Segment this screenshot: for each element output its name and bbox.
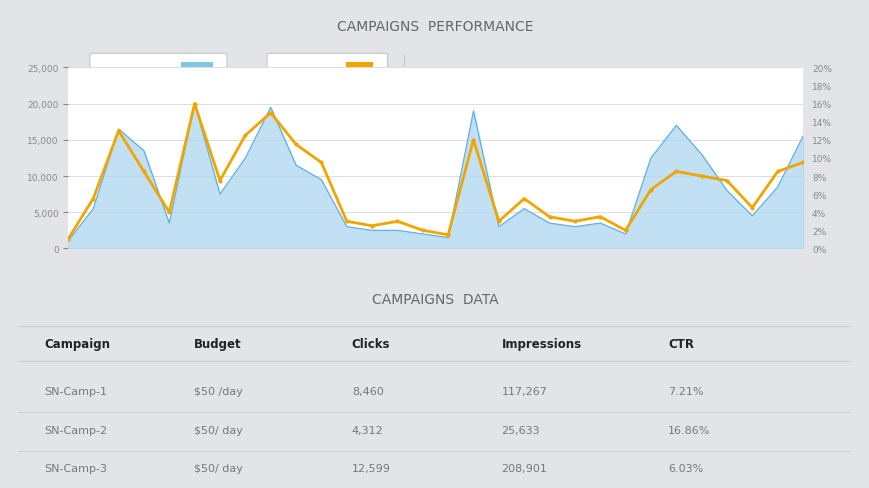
Text: $50/ day: $50/ day bbox=[194, 426, 242, 435]
FancyBboxPatch shape bbox=[90, 54, 227, 101]
Text: 6.03%: 6.03% bbox=[667, 463, 702, 472]
Text: $50/ day: $50/ day bbox=[194, 463, 242, 472]
Text: Impr.: Impr. bbox=[115, 71, 150, 84]
Text: 16.86%: 16.86% bbox=[667, 426, 709, 435]
Text: CTR: CTR bbox=[667, 338, 693, 351]
Text: Campaign: Campaign bbox=[44, 338, 110, 351]
Text: Budget: Budget bbox=[194, 338, 242, 351]
FancyBboxPatch shape bbox=[267, 54, 388, 101]
Text: 4,312: 4,312 bbox=[351, 426, 383, 435]
Text: 12,599: 12,599 bbox=[351, 463, 390, 472]
Text: Daily: Daily bbox=[421, 71, 455, 84]
Text: $50 /day: $50 /day bbox=[194, 386, 242, 396]
Bar bbox=[346, 63, 373, 92]
Text: vs: vs bbox=[237, 71, 251, 84]
Text: 117,267: 117,267 bbox=[501, 386, 547, 396]
Text: 25,633: 25,633 bbox=[501, 426, 540, 435]
Bar bbox=[181, 63, 213, 92]
Text: 208,901: 208,901 bbox=[501, 463, 547, 472]
Text: SN-Camp-2: SN-Camp-2 bbox=[44, 426, 107, 435]
Text: CAMPAIGNS  PERFORMANCE: CAMPAIGNS PERFORMANCE bbox=[336, 20, 533, 34]
Text: Impressions: Impressions bbox=[501, 338, 581, 351]
Text: CTR.: CTR. bbox=[286, 71, 318, 84]
Text: CAMPAIGNS  DATA: CAMPAIGNS DATA bbox=[371, 293, 498, 307]
Text: 7.21%: 7.21% bbox=[667, 386, 702, 396]
Text: Clicks: Clicks bbox=[351, 338, 390, 351]
Text: 8,460: 8,460 bbox=[351, 386, 383, 396]
Text: SN-Camp-1: SN-Camp-1 bbox=[44, 386, 107, 396]
Text: SN-Camp-3: SN-Camp-3 bbox=[44, 463, 107, 472]
